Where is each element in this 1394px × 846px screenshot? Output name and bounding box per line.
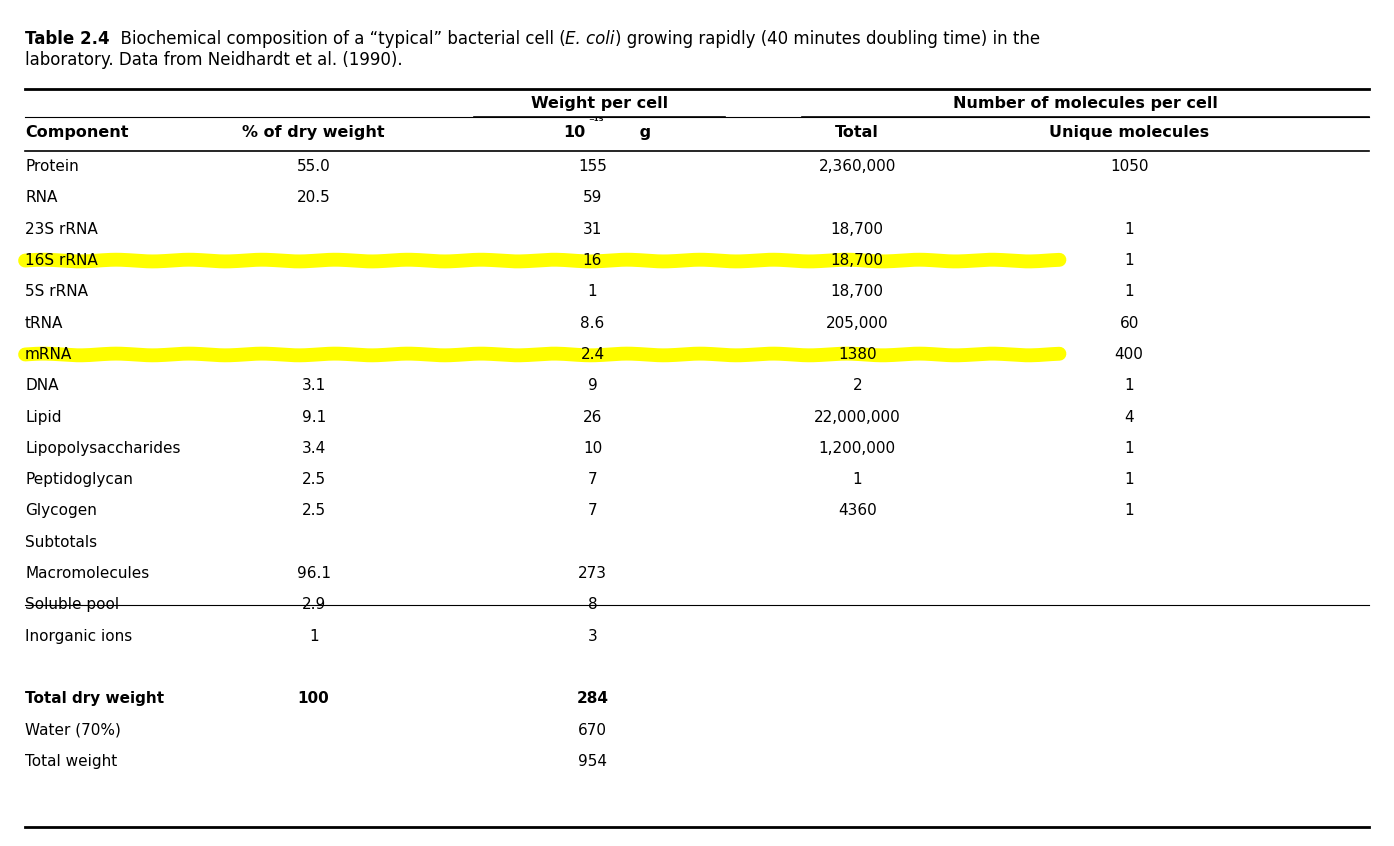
Text: 8.6: 8.6	[580, 316, 605, 331]
Text: 155: 155	[579, 159, 606, 174]
Text: 400: 400	[1115, 347, 1143, 362]
Text: Table 2.4: Table 2.4	[25, 30, 110, 47]
Text: Biochemical composition of a “typical” bacterial cell (: Biochemical composition of a “typical” b…	[110, 30, 566, 47]
Text: 26: 26	[583, 409, 602, 425]
Text: 1: 1	[853, 472, 861, 487]
Text: 273: 273	[579, 566, 606, 581]
Text: Unique molecules: Unique molecules	[1050, 125, 1209, 140]
Text: Component: Component	[25, 125, 128, 140]
Text: ) growing rapidly (40 minutes doubling time) in the: ) growing rapidly (40 minutes doubling t…	[615, 30, 1040, 47]
Text: 10: 10	[563, 125, 585, 140]
Text: 18,700: 18,700	[831, 284, 884, 299]
Text: 10: 10	[583, 441, 602, 456]
Text: 1: 1	[1125, 253, 1133, 268]
Text: Weight per cell: Weight per cell	[531, 96, 668, 111]
Text: 7: 7	[588, 503, 597, 519]
Text: 23S rRNA: 23S rRNA	[25, 222, 98, 237]
Text: Total weight: Total weight	[25, 754, 117, 769]
Text: Protein: Protein	[25, 159, 79, 174]
Text: Glycogen: Glycogen	[25, 503, 98, 519]
Text: 8: 8	[588, 597, 597, 613]
Text: Lipid: Lipid	[25, 409, 61, 425]
Text: 16S rRNA: 16S rRNA	[25, 253, 98, 268]
Text: 205,000: 205,000	[827, 316, 888, 331]
Text: 3.4: 3.4	[301, 441, 326, 456]
Text: Macromolecules: Macromolecules	[25, 566, 149, 581]
Text: 670: 670	[579, 722, 606, 738]
Text: 1,200,000: 1,200,000	[818, 441, 896, 456]
Text: Total: Total	[835, 125, 880, 140]
Text: 2: 2	[853, 378, 861, 393]
Text: 96.1: 96.1	[297, 566, 330, 581]
Text: Water (70%): Water (70%)	[25, 722, 121, 738]
Text: E. coli: E. coli	[566, 30, 615, 47]
Text: 1: 1	[1125, 378, 1133, 393]
Text: 100: 100	[298, 691, 329, 706]
Text: 4360: 4360	[838, 503, 877, 519]
Text: 16: 16	[583, 253, 602, 268]
Text: 1: 1	[309, 629, 318, 644]
Text: 1: 1	[588, 284, 597, 299]
Text: RNA: RNA	[25, 190, 57, 206]
Text: 18,700: 18,700	[831, 222, 884, 237]
Text: 9: 9	[588, 378, 597, 393]
Text: 3.1: 3.1	[301, 378, 326, 393]
Text: Lipopolysaccharides: Lipopolysaccharides	[25, 441, 181, 456]
Text: 1: 1	[1125, 441, 1133, 456]
Text: DNA: DNA	[25, 378, 59, 393]
Text: Number of molecules per cell: Number of molecules per cell	[952, 96, 1218, 111]
Text: 5S rRNA: 5S rRNA	[25, 284, 88, 299]
Text: % of dry weight: % of dry weight	[243, 125, 385, 140]
Text: 59: 59	[583, 190, 602, 206]
Text: 22,000,000: 22,000,000	[814, 409, 901, 425]
Text: 31: 31	[583, 222, 602, 237]
Text: 284: 284	[577, 691, 608, 706]
Text: 1: 1	[1125, 284, 1133, 299]
Text: 7: 7	[588, 472, 597, 487]
Text: 2.4: 2.4	[580, 347, 605, 362]
Text: 954: 954	[579, 754, 606, 769]
Text: 55.0: 55.0	[297, 159, 330, 174]
Text: 2.5: 2.5	[301, 472, 326, 487]
Text: 1050: 1050	[1110, 159, 1149, 174]
Text: 2.5: 2.5	[301, 503, 326, 519]
Text: laboratory. Data from Neidhardt et al. (1990).: laboratory. Data from Neidhardt et al. (…	[25, 51, 403, 69]
Text: 9.1: 9.1	[301, 409, 326, 425]
Text: 2,360,000: 2,360,000	[818, 159, 896, 174]
Text: Inorganic ions: Inorganic ions	[25, 629, 132, 644]
Text: 3: 3	[588, 629, 597, 644]
Text: ⁻¹⁵: ⁻¹⁵	[588, 117, 604, 127]
Text: Peptidoglycan: Peptidoglycan	[25, 472, 132, 487]
Text: g: g	[634, 125, 651, 140]
Text: Subtotals: Subtotals	[25, 535, 98, 550]
Text: 1380: 1380	[838, 347, 877, 362]
Text: Soluble pool: Soluble pool	[25, 597, 120, 613]
Text: 18,700: 18,700	[831, 253, 884, 268]
Text: tRNA: tRNA	[25, 316, 64, 331]
Text: 1: 1	[1125, 503, 1133, 519]
Text: mRNA: mRNA	[25, 347, 72, 362]
Text: Total dry weight: Total dry weight	[25, 691, 164, 706]
Text: 60: 60	[1119, 316, 1139, 331]
Text: 2.9: 2.9	[301, 597, 326, 613]
Text: 4: 4	[1125, 409, 1133, 425]
Text: 1: 1	[1125, 472, 1133, 487]
Text: 20.5: 20.5	[297, 190, 330, 206]
Text: 1: 1	[1125, 222, 1133, 237]
